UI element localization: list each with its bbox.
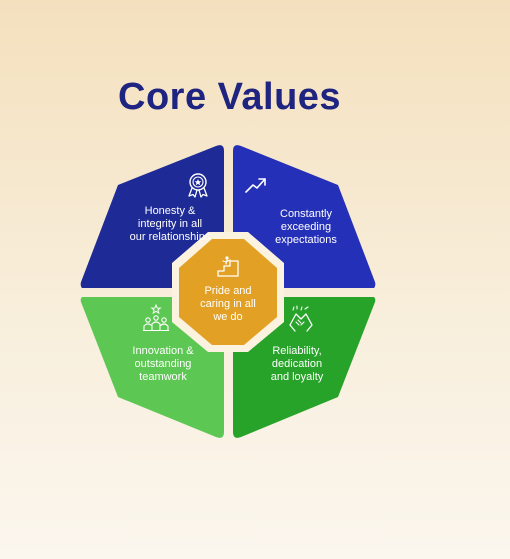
team-star-icon: [143, 304, 169, 332]
segment-label-exceeding: Constantly exceeding expectations: [275, 208, 337, 246]
trend-up-icon: [245, 178, 266, 193]
center-label: Pride and caring in all we do: [200, 285, 256, 323]
handshake-icon: [289, 305, 313, 332]
page-title: Core Values: [118, 76, 342, 118]
award-medal-icon: [188, 173, 208, 198]
segment-label-innovation: Innovation & outstanding teamwork: [132, 345, 194, 383]
segment-label-honesty: Honesty & integrity in all our relations…: [129, 205, 211, 243]
podium-stairs-icon: [217, 256, 239, 277]
center-octagon: [179, 239, 277, 345]
segment-label-reliability: Reliability, dedication and loyalty: [270, 345, 324, 383]
